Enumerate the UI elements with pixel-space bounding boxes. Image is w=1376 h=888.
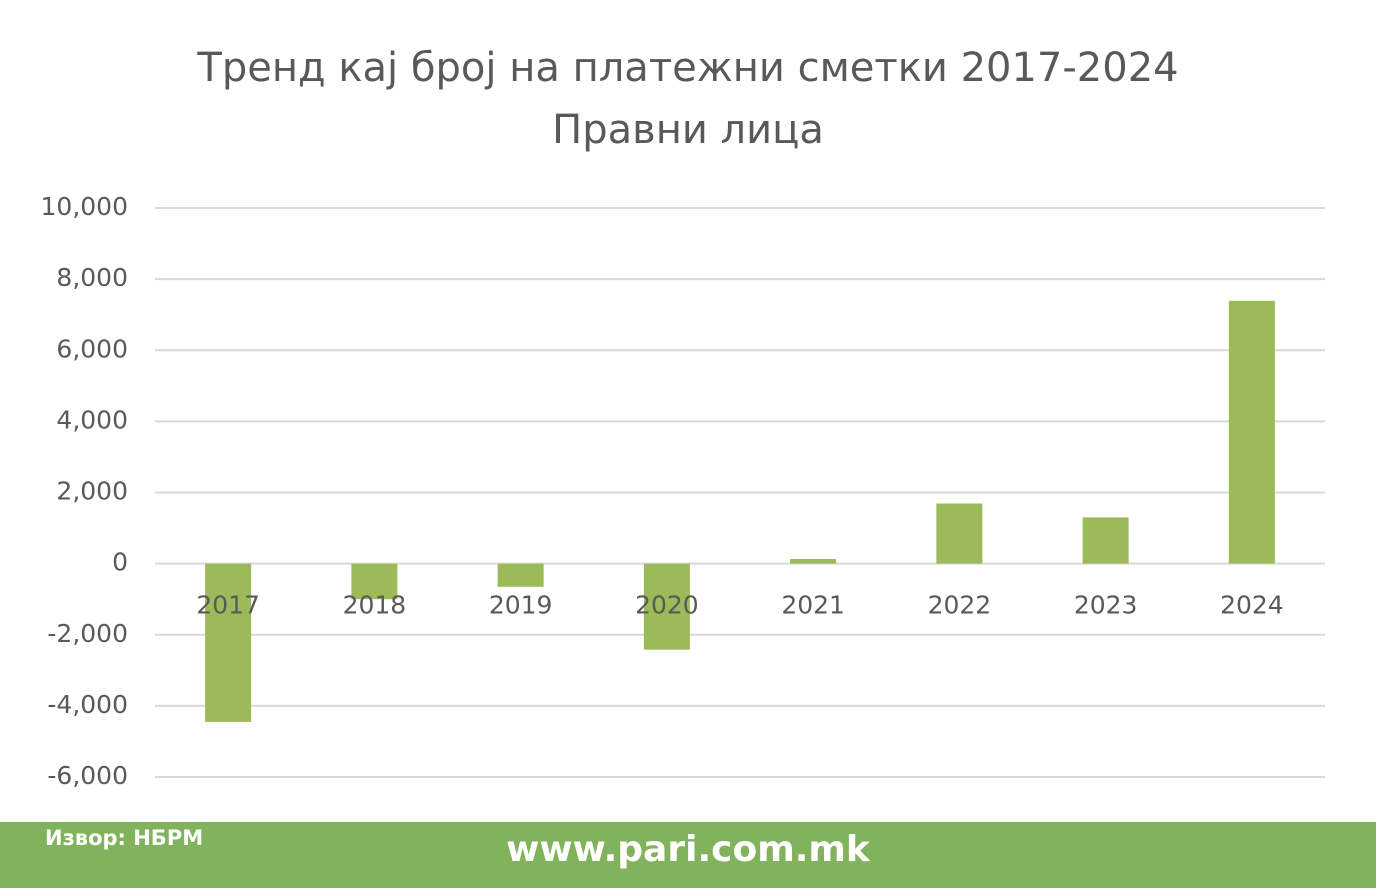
- bar: [351, 563, 398, 600]
- x-tick-label: 2023: [1074, 591, 1138, 620]
- x-tick-label: 2021: [781, 591, 845, 620]
- y-tick-label: -6,000: [47, 761, 128, 790]
- chart-subtitle: Правни лица: [552, 107, 824, 153]
- plot-area: -6,000 -4,000 -2,000 0 2,000 4,000 6,000 8,000 1…: [41, 192, 1325, 790]
- chart-title: Тренд кај број на платежни сметки 2017-2…: [196, 45, 1178, 91]
- footer-band: [0, 822, 1376, 888]
- y-tick-label: 10,000: [41, 192, 128, 221]
- bar: [497, 563, 544, 587]
- x-tick-label: 2019: [489, 591, 553, 620]
- x-tick-label: 2020: [635, 591, 699, 620]
- y-tick-label: 8,000: [56, 263, 128, 292]
- y-tick-label: 0: [112, 548, 128, 577]
- footer-website: www.pari.com.mk: [506, 829, 871, 870]
- y-tick-label: 6,000: [56, 334, 128, 363]
- bar: [643, 563, 690, 650]
- bar: [936, 503, 983, 564]
- x-tick-label: 2022: [928, 591, 992, 620]
- bar: [1228, 300, 1275, 564]
- y-tick-label: -4,000: [47, 690, 128, 719]
- x-tick-label: 2018: [343, 591, 407, 620]
- bar: [205, 563, 252, 722]
- footer-source: Извор: НБРМ: [45, 826, 203, 850]
- y-tick-label: 2,000: [56, 477, 128, 506]
- y-tick-label: -2,000: [47, 619, 128, 648]
- x-tick-label: 2017: [196, 591, 260, 620]
- bar: [1082, 517, 1129, 564]
- bar: [790, 559, 837, 564]
- x-tick-label: 2024: [1220, 591, 1284, 620]
- y-tick-label: 4,000: [56, 405, 128, 434]
